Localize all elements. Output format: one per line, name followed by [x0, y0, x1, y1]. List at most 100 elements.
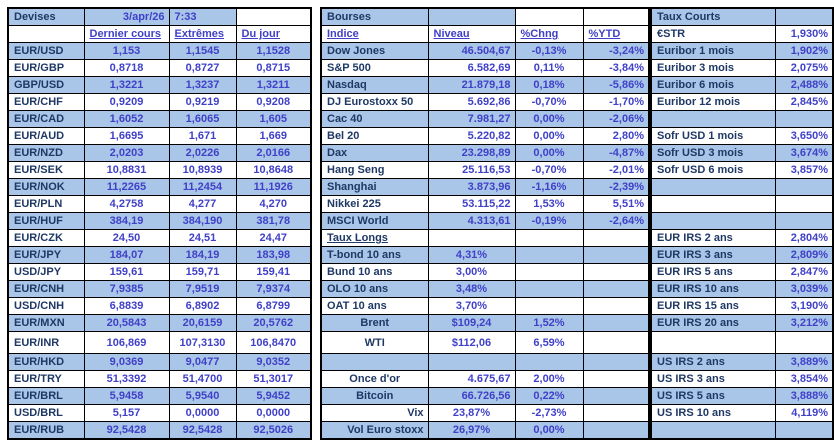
bourses-row: Nasdaq 21.879,18 0,18% -5,86%	[320, 76, 650, 94]
index-name: Bitcoin	[320, 387, 429, 405]
extremes-price: 5,9540	[168, 387, 237, 405]
pct-ytd: -4,87%	[582, 144, 650, 162]
empty-cell	[582, 7, 650, 26]
currency-row: EUR/HKD 9,0369 9,0477 9,0352	[7, 353, 312, 371]
index-level: 4.675,67	[427, 370, 516, 388]
index-name: Nasdaq	[320, 76, 429, 94]
bourses-title-row: Bourses	[320, 7, 650, 26]
rate-value: 2,075%	[774, 59, 834, 77]
rate-row: US IRS 2 ans 3,889%	[650, 353, 834, 371]
day-price: 1,1528	[235, 42, 312, 60]
index-name: Vix	[320, 404, 429, 422]
extremes-price: 184,19	[168, 246, 237, 264]
last-price: 1,3221	[83, 76, 170, 94]
currency-row: EUR/CHF 0,9209 0,9219 0,9208	[7, 93, 312, 111]
currency-row: EUR/MXN 20,5843 20,6159 20,5762	[7, 314, 312, 332]
bourses-row: Taux Longs	[320, 229, 650, 247]
index-name: Brent	[320, 314, 429, 332]
day-price: 11,1926	[235, 178, 312, 196]
extremes-price: 384,190	[168, 212, 237, 230]
extremes-price: 0,9219	[168, 93, 237, 111]
currency-pair: EUR/JPY	[7, 246, 85, 264]
rate-value: 2,488%	[774, 76, 834, 94]
currency-pair: EUR/USD	[7, 42, 85, 60]
last-price: 6,8839	[83, 297, 170, 315]
bourses-row: T-bond 10 ans 4,31%	[320, 246, 650, 264]
devises-title-row: Devises 3/apr/26 7:33	[7, 7, 312, 26]
empty-cell	[774, 421, 834, 439]
currency-pair: EUR/TRY	[7, 370, 85, 388]
day-price: 183,98	[235, 246, 312, 264]
last-price: 5,157	[83, 404, 170, 422]
pct-ytd	[582, 370, 650, 388]
pct-ytd: 2,80%	[582, 127, 650, 145]
bourses-header-row: Indice Niveau %Chng %YTD	[320, 25, 650, 43]
currency-row: EUR/GBP 0,8718 0,8727 0,8715	[7, 59, 312, 77]
currency-pair: EUR/HUF	[7, 212, 85, 230]
last-price: 4,2758	[83, 195, 170, 213]
day-price: 0,9208	[235, 93, 312, 111]
bourses-row: MSCI World 4.313,61 -0,19% -2,64%	[320, 212, 650, 230]
pct-ytd: -3,24%	[582, 42, 650, 60]
rate-value: 3,889%	[774, 353, 834, 371]
currency-row: EUR/BRL 5,9458 5,9540 5,9452	[7, 387, 312, 405]
currency-pair: EUR/MXN	[7, 314, 85, 332]
rate-value: 3,212%	[774, 314, 834, 332]
empty-cell	[427, 353, 516, 371]
index-name: T-bond 10 ans	[320, 246, 429, 264]
report-date: 3/apr/26	[83, 7, 170, 26]
day-price: 106,8470	[235, 331, 312, 354]
currency-row: EUR/INR 106,869 107,3130 106,8470	[7, 331, 312, 354]
rate-row	[650, 421, 834, 439]
empty-cell	[774, 195, 834, 213]
rate-name: US IRS 5 ans	[650, 387, 776, 405]
pct-ytd: 5,51%	[582, 195, 650, 213]
extremes-price: 11,2454	[168, 178, 237, 196]
index-level: $109,24	[427, 314, 516, 332]
rate-row: EUR IRS 2 ans 2,804%	[650, 229, 834, 247]
rate-name: EUR IRS 10 ans	[650, 280, 776, 298]
pct-ytd: -5,86%	[582, 76, 650, 94]
pct-change	[514, 280, 584, 298]
extremes-price: 0,0000	[168, 404, 237, 422]
bourses-row: Hang Seng 25.116,53 -0,70% -2,01%	[320, 161, 650, 179]
pct-ytd	[582, 404, 650, 422]
devises-table: Devises 3/apr/26 7:33 Dernier cours Extr…	[7, 7, 312, 440]
index-level: 3,00%	[427, 263, 516, 281]
last-price: 384,19	[83, 212, 170, 230]
day-price: 51,3017	[235, 370, 312, 388]
rate-value: 2,845%	[774, 93, 834, 111]
pct-change	[514, 263, 584, 281]
pct-change	[514, 297, 584, 315]
rate-name-estr: €STR	[650, 25, 776, 43]
rate-name: Euribor 12 mois	[650, 93, 776, 111]
index-name: Dow Jones	[320, 42, 429, 60]
index-name: Cac 40	[320, 110, 429, 128]
rate-row: Euribor 1 mois 1,902%	[650, 42, 834, 60]
currency-pair: EUR/RUB	[7, 421, 85, 440]
extremes-price: 51,4700	[168, 370, 237, 388]
index-name: Vol Euro stoxx	[320, 421, 429, 440]
pct-change: 0,00%	[514, 110, 584, 128]
currency-row: EUR/RUB 92,5428 92,5428 92,5026	[7, 421, 312, 440]
currency-pair: EUR/NOK	[7, 178, 85, 196]
bourses-row: Once d'or 4.675,67 2,00%	[320, 370, 650, 388]
pct-change	[514, 229, 584, 247]
rate-row: EUR IRS 5 ans 2,847%	[650, 263, 834, 281]
index-name: S&P 500	[320, 59, 429, 77]
column-header-du-jour: Du jour	[235, 25, 312, 43]
currency-row: EUR/AUD 1,6695 1,671 1,669	[7, 127, 312, 145]
index-name: Bund 10 ans	[320, 263, 429, 281]
day-price: 1,605	[235, 110, 312, 128]
index-name: Bel 20	[320, 127, 429, 145]
empty-cell	[650, 195, 776, 213]
bourses-row: Bel 20 5.220,82 0,00% 2,80%	[320, 127, 650, 145]
rate-name: US IRS 10 ans	[650, 404, 776, 422]
day-price: 159,41	[235, 263, 312, 281]
rate-value: 3,888%	[774, 387, 834, 405]
last-price: 10,8831	[83, 161, 170, 179]
rate-name: Euribor 6 mois	[650, 76, 776, 94]
devises-section-title: Devises	[7, 7, 85, 26]
taux-courts-title-row: Taux Courts	[650, 7, 834, 26]
empty-cell	[650, 110, 776, 128]
